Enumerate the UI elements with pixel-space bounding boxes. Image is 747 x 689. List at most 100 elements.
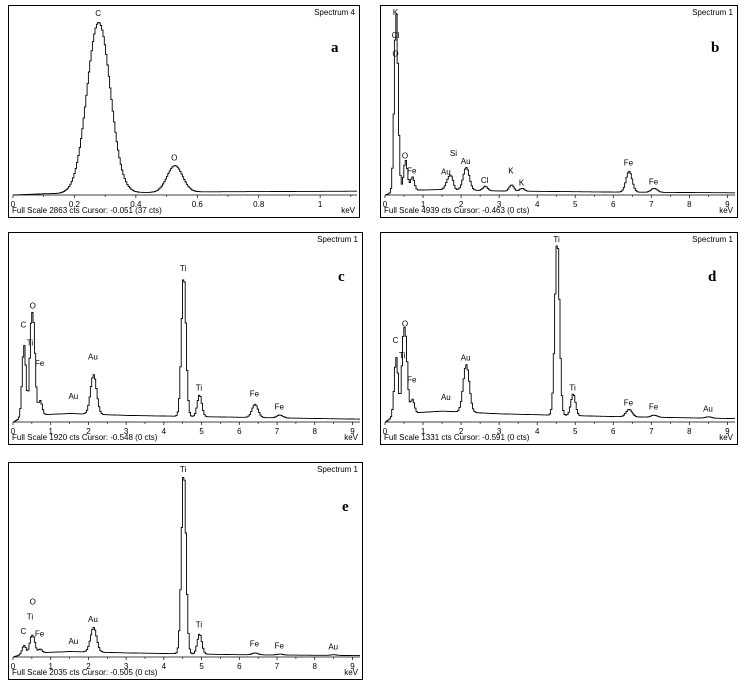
x-tick-label: 0.6 — [192, 200, 204, 209]
peak-label: C — [95, 9, 101, 18]
peak-label: Cl — [392, 31, 400, 40]
x-tick-label: 8 — [687, 200, 692, 209]
axis-unit: keV — [344, 433, 358, 442]
x-tick-label: 9 — [725, 427, 730, 436]
peak-label: Fe — [624, 398, 634, 407]
peak-label: Ti — [399, 351, 406, 360]
peak-label: C — [21, 321, 27, 330]
peak-label: Fe — [250, 389, 260, 398]
x-tick-label: 1 — [421, 200, 426, 209]
x-tick-label: 3 — [497, 427, 502, 436]
x-tick-label: 7 — [275, 662, 280, 671]
x-tick-label: 6 — [611, 427, 616, 436]
peak-label: Au — [461, 157, 471, 166]
x-tick-label: 4 — [535, 200, 540, 209]
x-tick-label: 1 — [48, 427, 53, 436]
x-tick-label: 1 — [318, 200, 323, 209]
peak-label: Fe — [275, 642, 285, 651]
axis-unit: keV — [719, 206, 733, 215]
x-tick-label: 0 — [11, 427, 16, 436]
x-tick-label: 3 — [124, 427, 129, 436]
spectrum-title: Spectrum 1 — [317, 235, 358, 244]
x-tick-label: 4 — [162, 662, 167, 671]
peak-label: Ti — [196, 620, 203, 629]
x-tick-label: 0 — [11, 200, 16, 209]
peak-label: Cl — [481, 176, 489, 185]
x-tick-label: 0.8 — [253, 200, 265, 209]
peak-label: Au — [441, 167, 451, 176]
spectrum-panel-d: 0 1 2 3 4 5 6 7 8 9 C O Ti Fe Au Au Ti Ti Fe Fe Au Spectrum … — [380, 232, 738, 445]
x-tick-label: 8 — [687, 427, 692, 436]
x-tick-label: 7 — [649, 200, 654, 209]
spectrum-footer: Full Scale 2035 cts Cursor: -0.505 (0 ct… — [12, 668, 158, 677]
spectrum-title: Spectrum 1 — [317, 465, 358, 474]
peak-label: Au — [703, 405, 713, 414]
panel-letter: d — [708, 269, 717, 285]
spectrum-plot-d: 0 1 2 3 4 5 6 7 8 9 CO Ti Fe Au Au Ti Ti Fe Fe Au — [383, 235, 735, 436]
x-tick-label: 0 — [383, 200, 388, 209]
panel-letter: b — [711, 40, 720, 56]
x-tick-label: 0 — [383, 427, 388, 436]
peak-label: O — [402, 151, 408, 160]
spectrum-footer: Full Scale 4939 cts Cursor: -0.463 (0 ct… — [384, 206, 530, 215]
peak-label: Ti — [27, 612, 34, 621]
peak-label: Si — [450, 149, 457, 158]
x-tick-label: 7 — [275, 427, 280, 436]
axis-unit: keV — [341, 206, 355, 215]
peak-label: Au — [441, 393, 451, 402]
peak-label: Fe — [250, 640, 260, 649]
peak-label: Au — [68, 392, 78, 401]
x-tick-label: 2 — [459, 200, 464, 209]
spectrum-title: Spectrum 4 — [314, 8, 355, 17]
x-tick-label: 8 — [313, 427, 318, 436]
peak-label: C — [393, 336, 399, 345]
panel-letter: c — [338, 269, 345, 285]
peak-label: O — [30, 302, 36, 311]
x-tick-label: 5 — [199, 662, 204, 671]
peak-label: O — [30, 598, 36, 607]
x-tick-label: 5 — [199, 427, 204, 436]
x-tick-label: 9 — [350, 662, 355, 671]
peak-label: Fe — [407, 167, 417, 176]
peak-label: Ti — [569, 383, 576, 392]
panel-letter: a — [331, 40, 339, 56]
peak-label: Fe — [35, 359, 45, 368]
peak-label: K — [508, 167, 514, 176]
spectrum-trace — [13, 22, 357, 196]
spectrum-plot-c: 0 1 2 3 4 5 6 7 8 9 C O Ti Fe Au Au Ti Ti Fe Fe — [11, 264, 360, 436]
x-tick-label: 5 — [573, 200, 578, 209]
axis-unit: keV — [344, 668, 358, 677]
x-tick-label: 9 — [350, 427, 355, 436]
peak-label: Fe — [275, 403, 285, 412]
x-tick-label: 6 — [237, 427, 242, 436]
x-tick-label: 1 — [48, 662, 53, 671]
peak-label: Fe — [649, 402, 659, 411]
peak-label: Au — [88, 353, 98, 362]
peak-label: O — [402, 320, 408, 329]
spectrum-trace — [13, 279, 360, 423]
peak-label: Au — [88, 615, 98, 624]
peak-label: Ti — [196, 384, 203, 393]
x-tick-label: 0.4 — [130, 200, 142, 209]
x-tick-label: 2 — [86, 427, 91, 436]
x-tick-label: 2 — [459, 427, 464, 436]
peak-label: Ti — [27, 338, 34, 347]
peak-label: Fe — [649, 178, 659, 187]
x-tick-label: 7 — [649, 427, 654, 436]
x-tick-label: 4 — [162, 427, 167, 436]
x-tick-label: 6 — [611, 200, 616, 209]
x-tick-label: 1 — [421, 427, 426, 436]
peak-label: Fe — [35, 630, 45, 639]
peak-label: C — [21, 627, 27, 636]
peak-label: O — [392, 49, 398, 58]
peak-label: Fe — [624, 159, 634, 168]
peak-label: K — [393, 8, 399, 17]
spectrum-trace — [385, 245, 735, 423]
peak-label: Ti — [553, 235, 560, 244]
spectrum-trace — [385, 13, 735, 196]
peak-label: Ti — [180, 465, 187, 474]
panel-letter: e — [342, 499, 349, 515]
x-tick-label: 3 — [124, 662, 129, 671]
